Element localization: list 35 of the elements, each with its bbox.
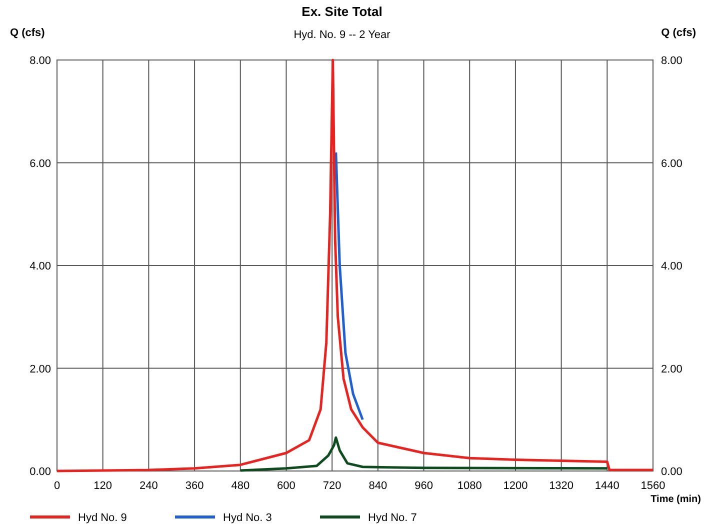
y2-tick-label: 8.00	[661, 55, 682, 67]
legend-label: Hyd No. 9	[78, 512, 127, 524]
x-axis-title: Time (min)	[650, 494, 701, 505]
x-tick-label: 240	[140, 480, 158, 492]
y2-tick-label: 0.00	[661, 466, 682, 478]
x-tick-label: 600	[277, 480, 296, 492]
x-tick-label: 840	[368, 480, 388, 492]
x-tick-label: 1560	[640, 480, 666, 492]
y-tick-label: 2.00	[30, 363, 51, 376]
y-tick-label: 0.00	[30, 466, 51, 478]
y-tick-label: 8.00	[30, 55, 51, 67]
y-tick-label: 4.00	[30, 260, 51, 272]
x-tick-label: 1440	[594, 480, 620, 492]
y-tick-label: 6.00	[30, 158, 51, 170]
x-tick-label: 480	[231, 480, 250, 492]
legend-label: Hyd No. 7	[368, 512, 417, 524]
x-tick-label: 1080	[457, 480, 482, 492]
y2-axis-title: Q (cfs)	[661, 27, 696, 39]
x-tick-label: 720	[322, 480, 342, 492]
x-tick-label: 0	[54, 480, 60, 492]
chart-subtitle: Hyd. No. 9 -- 2 Year	[294, 29, 391, 41]
x-tick-label: 960	[414, 480, 433, 492]
x-tick-label: 360	[185, 480, 204, 492]
line-series	[334, 151, 364, 421]
x-tick-label: 120	[94, 480, 112, 492]
line-series	[239, 436, 608, 472]
y-axis-title: Q (cfs)	[10, 27, 46, 39]
line-series	[56, 58, 654, 472]
chart-title: Ex. Site Total	[302, 4, 382, 19]
legend-label: Hyd No. 3	[223, 512, 272, 524]
y2-tick-label: 2.00	[661, 363, 682, 376]
x-tick-label: 1200	[503, 480, 528, 492]
y2-tick-label: 4.00	[661, 260, 682, 272]
y2-tick-label: 6.00	[661, 158, 682, 170]
x-tick-label: 1320	[549, 480, 574, 492]
